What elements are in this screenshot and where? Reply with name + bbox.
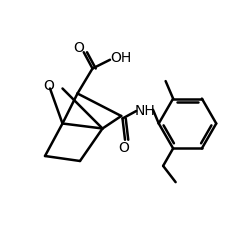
Text: OH: OH <box>110 51 131 65</box>
Text: NH: NH <box>134 103 156 117</box>
Text: O: O <box>118 140 129 154</box>
Text: O: O <box>43 79 54 93</box>
Text: O: O <box>73 41 84 55</box>
